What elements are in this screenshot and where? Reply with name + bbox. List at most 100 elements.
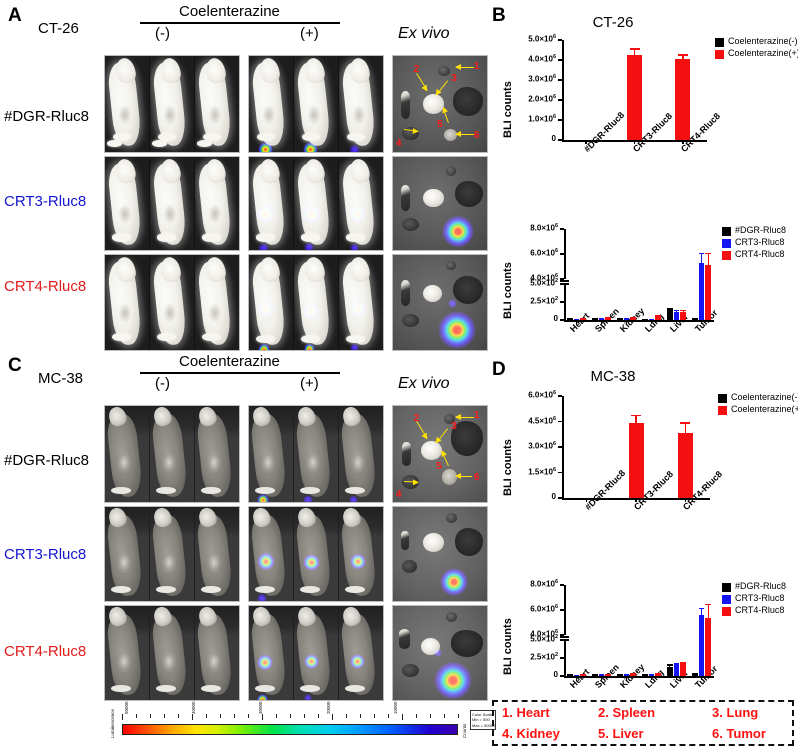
panel-a-minus-header: (-) <box>155 25 170 42</box>
scale-tick-18 <box>374 714 375 718</box>
x-tick-1 <box>633 140 636 144</box>
exvivo-arrow-3 <box>435 428 448 444</box>
exvivo-arrow-2 <box>416 421 429 439</box>
x-tick-1 <box>635 498 637 502</box>
bar <box>655 673 661 676</box>
bar <box>692 318 698 320</box>
y-axis <box>562 396 564 500</box>
scale-tick-13 <box>304 714 305 718</box>
panel-a-image-dgr-plus <box>248 55 384 153</box>
exvivo-arrow-3 <box>435 80 448 96</box>
bar <box>677 432 693 498</box>
x-tick-2 <box>625 676 628 680</box>
y-tick-label-1: 1.0×106 <box>528 114 556 124</box>
error-cap <box>605 673 611 675</box>
axis-break-lower <box>560 283 569 285</box>
color-scale-axis-label: Luminescence <box>110 708 115 738</box>
x-tick-5 <box>700 320 703 324</box>
y-tick-5 <box>558 39 562 41</box>
panel-a-exvivo-crt4 <box>392 254 488 351</box>
x-tick-2 <box>684 498 687 502</box>
bar <box>675 59 691 140</box>
y-tick-2 <box>558 446 562 448</box>
error-cap <box>692 317 698 319</box>
organ-key-item-6: 6. Tumor <box>712 726 766 741</box>
error-bar <box>684 422 687 433</box>
color-scale-box-line-1: Color Scale <box>472 712 493 717</box>
organ-key-item-4: 4. Kidney <box>502 726 560 741</box>
y-axis-lower <box>564 640 566 678</box>
error-bar <box>700 607 703 615</box>
y-tick-label-4: 4.0×106 <box>528 54 556 64</box>
y-tick-label-3: 3.0×106 <box>528 74 556 84</box>
panel-letter-a: A <box>8 5 22 26</box>
x-tick-label-0: #DGR-Rluc8 <box>582 109 627 155</box>
chart-d-top-title: MC-38 <box>590 368 636 385</box>
error-cap <box>630 316 636 319</box>
x-tick-0 <box>575 320 578 324</box>
error-cap <box>567 674 573 676</box>
exvivo-arrow-6 <box>455 133 474 135</box>
chart-b-bottom: BLI counts 0 2.5×102 5.0×102 4.0×106 6.0×106 8… <box>498 196 798 351</box>
x-tick-5 <box>700 676 703 680</box>
bar <box>698 262 705 320</box>
legend-swatch <box>722 227 731 236</box>
y-tick-label-upper-1: 6.0×106 <box>530 248 558 258</box>
y-tick-0 <box>558 139 562 141</box>
axis-break-lower <box>560 639 569 641</box>
exvivo-label-1: 1 <box>473 409 480 421</box>
legend-swatch <box>722 239 731 248</box>
y-tick-upper-0 <box>560 634 564 636</box>
bar <box>680 664 686 676</box>
error-bar <box>707 603 709 618</box>
panel-a-exvivo-crt3 <box>392 156 488 251</box>
x-tick-2 <box>682 140 684 144</box>
error-cap <box>667 664 673 666</box>
scale-tick-label-4: 10000 <box>392 701 398 714</box>
organ-key-box: 1. Heart 2. Spleen 3. Lung 4. Kidney 5. … <box>492 700 794 746</box>
error-cap <box>667 308 673 310</box>
scale-tick-21 <box>416 714 417 718</box>
error-cap <box>648 673 655 676</box>
y-tick-label-0: 0 <box>551 492 556 501</box>
y-tick-1 <box>558 471 562 474</box>
panel-c-exvivo-header: Ex vivo <box>398 375 450 392</box>
chart-b-top: CT-26 BLI counts 0 1.0×106 2.0×106 3.0×106 4.… <box>498 14 798 194</box>
y-tick-2 <box>558 99 562 101</box>
bar <box>667 310 673 320</box>
scale-tick-9 <box>248 714 249 718</box>
legend-label: CRT3-Rluc8 <box>735 593 785 603</box>
y-tick-label-1: 1.5×106 <box>528 466 556 477</box>
chart-d-top: MC-38 BLI counts 0 1.5×106 3.0×106 4.5×106 6.… <box>498 368 798 553</box>
error-cap <box>631 414 641 417</box>
panel-c-drug-header: Coelenterazine <box>179 353 280 370</box>
panel-c-image-crt4-minus <box>104 605 240 701</box>
x-tick-0 <box>585 140 587 144</box>
panel-c-plus-header: (+) <box>300 375 319 392</box>
exvivo-label-2: 2 <box>413 63 420 75</box>
panel-c-image-crt4-plus <box>248 605 384 701</box>
x-axis <box>564 676 714 678</box>
exvivo-label-6: 6 <box>473 472 480 484</box>
scale-tick-8 <box>234 714 235 718</box>
y-axis-upper <box>564 585 566 635</box>
scale-tick-label-0: 50000 <box>124 701 129 714</box>
error-cap <box>598 674 605 676</box>
error-cap <box>677 54 688 56</box>
exvivo-label-3: 3 <box>451 421 457 433</box>
error-cap <box>592 674 598 676</box>
error-cap <box>705 603 711 606</box>
legend-swatch <box>715 38 724 47</box>
exvivo-label-5: 5 <box>436 460 442 472</box>
exvivo-arrow-1 <box>455 67 474 69</box>
legend-swatch <box>718 394 727 403</box>
y-tick-label-upper-1: 6.0×106 <box>530 604 558 614</box>
scale-tick-10 <box>262 714 264 720</box>
panel-c-image-dgr-minus <box>104 405 240 503</box>
panel-c-exvivo-crt4 <box>392 605 488 701</box>
error-cap <box>680 422 691 424</box>
panel-a-image-crt3-minus <box>104 156 240 251</box>
color-scale-box-line-2: Min = 500 <box>472 717 490 723</box>
x-tick-3 <box>650 676 653 680</box>
